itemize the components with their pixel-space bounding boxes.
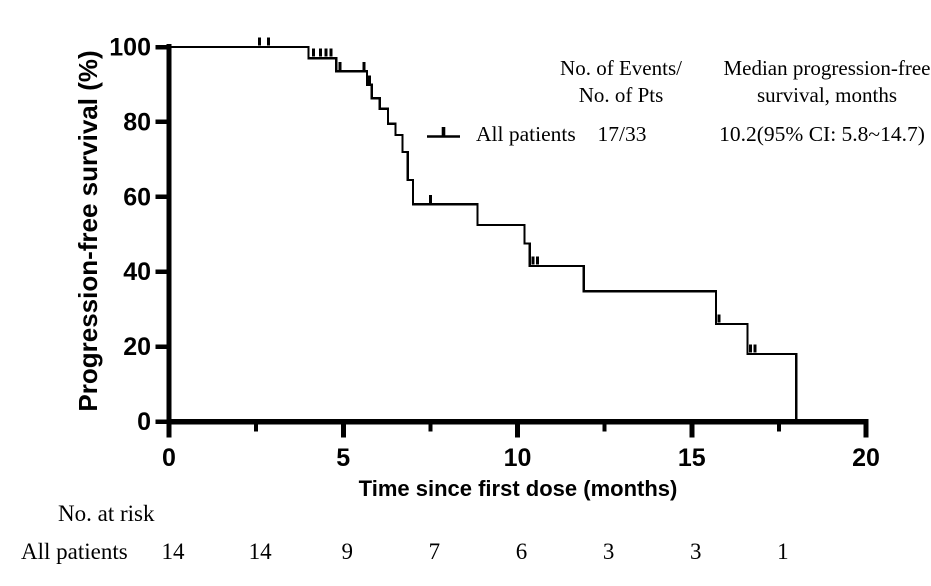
survival-curve-layer: [169, 37, 798, 422]
events-header-line2: No. of Pts: [579, 83, 664, 107]
y-tick-label: 40: [123, 258, 151, 286]
y-tick-label: 60: [123, 183, 151, 211]
risk-value: 9: [342, 539, 354, 564]
risk-values: 14 14 9 7 6 3 3 1: [162, 539, 789, 564]
y-tick-label: 0: [137, 408, 151, 436]
y-axis-title: Progression-free survival (%): [73, 50, 103, 411]
x-axis-title: Time since first dose (months): [359, 476, 678, 501]
events-header-line1: No. of Events/: [560, 56, 682, 80]
y-tick-label: 20: [123, 333, 151, 361]
risk-value: 14: [162, 539, 186, 564]
y-tick-label: 80: [123, 108, 151, 136]
median-value: 10.2(95% CI: 5.8~14.7): [719, 122, 925, 146]
events-value: 17/33: [598, 122, 647, 146]
x-tick-label: 15: [678, 444, 706, 472]
legend-marker: [427, 127, 460, 138]
risk-value: 7: [429, 539, 441, 564]
median-header-line2: survival, months: [757, 83, 897, 107]
x-tick-label: 20: [852, 444, 880, 472]
risk-value: 14: [249, 539, 273, 564]
risk-value: 6: [516, 539, 528, 564]
median-header-line1: Median progression-free: [723, 56, 930, 80]
legend-series-label: All patients: [476, 122, 576, 146]
axes: 0 20 40 60 80 100 0 5 10 15 20: [109, 34, 880, 473]
survival-curve: [169, 45, 798, 422]
risk-value: 3: [690, 539, 702, 564]
x-tick-label: 0: [162, 444, 176, 472]
risk-value: 3: [603, 539, 615, 564]
x-tick-label: 10: [504, 444, 532, 472]
risk-value: 1: [777, 539, 789, 564]
risk-table-title: No. at risk: [58, 501, 155, 526]
x-tick-label: 5: [336, 444, 350, 472]
risk-row-label: All patients: [21, 539, 128, 564]
y-tick-label: 100: [109, 34, 151, 62]
